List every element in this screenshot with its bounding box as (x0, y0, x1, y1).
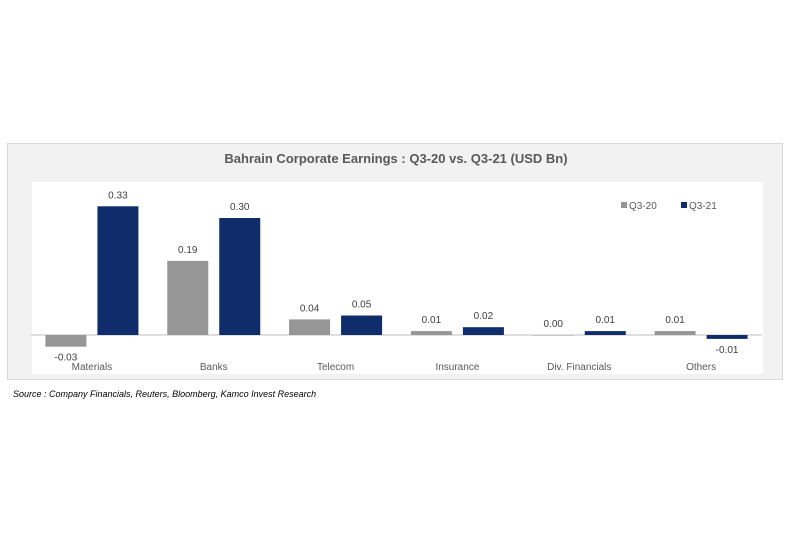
bar-q3-21-3 (462, 327, 504, 335)
bar-q3-21-1 (219, 218, 261, 335)
chart-frame: Bahrain Corporate Earnings : Q3-20 vs. Q… (7, 143, 783, 380)
source-note: Source : Company Financials, Reuters, Bl… (13, 389, 317, 399)
legend-label-q3-20: Q3-20 (629, 201, 657, 212)
data-label-q3-21-3: 0.02 (474, 311, 494, 322)
data-label-q3-20-1: 0.19 (178, 245, 198, 256)
bar-q3-21-5 (706, 335, 748, 339)
data-label-q3-20-2: 0.04 (300, 303, 320, 314)
category-label-3: Insurance (435, 362, 479, 373)
bar-q3-21-0 (97, 206, 139, 335)
bar-q3-20-2 (289, 319, 331, 335)
data-label-q3-21-0: 0.33 (108, 190, 128, 201)
data-label-q3-21-4: 0.01 (596, 315, 616, 326)
category-label-0: Materials (72, 362, 113, 373)
category-label-4: Div. Financials (547, 362, 611, 373)
data-label-q3-21-5: -0.01 (716, 345, 739, 356)
bar-q3-20-3 (410, 331, 452, 335)
legend-label-q3-21: Q3-21 (689, 201, 717, 212)
data-label-q3-20-3: 0.01 (422, 315, 442, 326)
data-label-q3-20-4: 0.00 (544, 319, 564, 330)
bar-q3-20-1 (167, 260, 209, 335)
data-label-q3-20-0: -0.03 (55, 353, 78, 364)
plot-area (32, 182, 763, 374)
bar-q3-20-5 (654, 331, 696, 335)
chart-title: Bahrain Corporate Earnings : Q3-20 vs. Q… (224, 151, 568, 166)
data-label-q3-20-5: 0.01 (665, 315, 685, 326)
category-label-2: Telecom (317, 362, 354, 373)
data-label-q3-21-2: 0.05 (352, 300, 372, 311)
data-label-q3-21-1: 0.30 (230, 202, 250, 213)
bar-q3-21-4 (584, 331, 626, 335)
category-label-1: Banks (200, 362, 228, 373)
bar-q3-21-2 (341, 315, 383, 335)
bar-q3-20-4 (532, 335, 574, 336)
category-label-5: Others (686, 362, 716, 373)
legend-swatch-q3-21 (681, 202, 687, 208)
legend-swatch-q3-20 (621, 202, 627, 208)
bar-q3-20-0 (45, 335, 87, 347)
